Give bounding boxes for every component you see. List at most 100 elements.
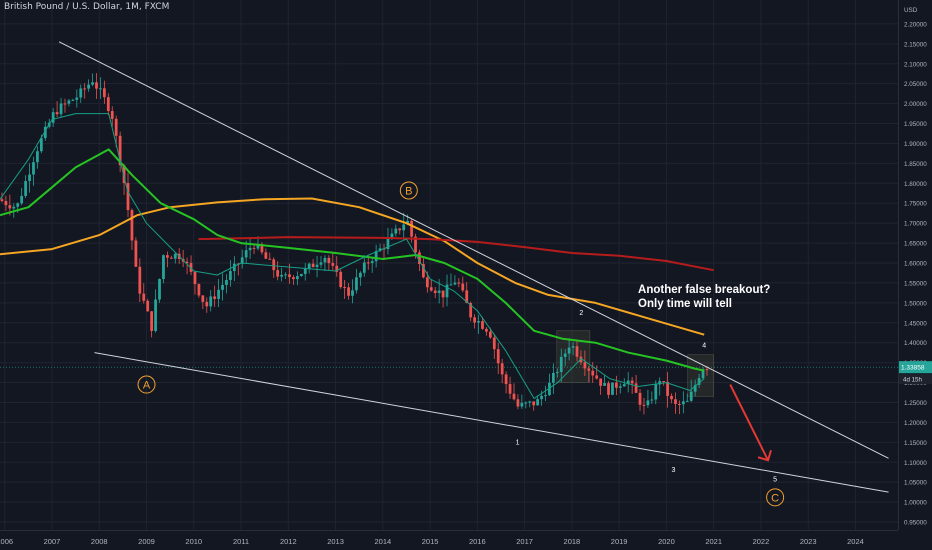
price-axis[interactable]: 2.20000 2.15000 2.10000 2.05000 2.00000 1.950… [898,0,932,550]
candle-body [36,151,39,163]
candle-body [295,276,299,280]
candle-body [540,395,543,400]
price-tick-label: 1.65000 [904,241,927,248]
candle-body [51,112,55,123]
candle-body [71,99,75,101]
candle-body [150,311,154,331]
candle-body [142,293,146,301]
candle-body [75,97,79,100]
candle-body [658,381,662,385]
candle-body [55,112,59,115]
lower-trendline [94,352,889,493]
candle-body [642,404,646,406]
candle-body [351,290,354,296]
candle-body [390,233,394,239]
candle-body [260,244,264,253]
candle-body [414,236,417,253]
candle-body [24,181,27,196]
candle-body [457,282,461,284]
countdown-tag [899,374,932,385]
candle-body [532,401,536,406]
candle-body [95,82,98,89]
candle-body [339,271,343,288]
candle-body [39,138,43,152]
candle-body [280,274,283,277]
candle-body [473,317,476,323]
candle-body [106,97,110,112]
time-tick-label: 2018 [564,537,581,546]
candle-body [335,265,339,272]
candle-body [138,266,142,294]
candle-body [59,103,63,115]
candle-body [504,374,508,385]
price-tick-label: 1.10000 [904,460,927,467]
candle-body [429,287,433,291]
candle-body [114,118,118,136]
projection-arrow [729,384,772,462]
candle-body [232,263,236,272]
price-axis-panel [898,0,932,550]
chart-title: British Pound / U.S. Dollar, 1M, FXCM [4,2,170,12]
time-tick-label: 2006 [0,537,13,546]
candle-body [264,252,268,259]
price-tick-label: 2.15000 [904,41,927,48]
grid [0,0,898,530]
candle-body [410,220,413,237]
highlight-box [687,354,714,397]
price-tick-label: 1.85000 [904,161,927,168]
time-tick-label: 2021 [705,537,722,546]
time-tick-label: 2010 [185,537,202,546]
candle-body [626,380,630,385]
candle-body [146,300,150,312]
candle-body [8,205,12,209]
candle-body [288,274,291,278]
candle-body [634,383,638,393]
candle-body [315,264,319,268]
candle-body [689,391,693,401]
moving-averages [0,113,714,399]
wave-2-label: 2 [579,310,583,317]
candle-body [477,321,480,323]
currency-label: USD [904,7,918,14]
candle-body [185,261,189,264]
candle-body [197,284,201,296]
candle-body [595,375,599,379]
candle-body [398,228,402,231]
candle-body [205,301,209,307]
candle-body [516,399,520,407]
candle-body [268,258,272,260]
candle-body [193,271,197,285]
candle-body [4,201,8,206]
candle-body [481,321,484,329]
time-tick-label: 2014 [374,537,391,546]
candle-body [528,401,532,403]
last-price-tag [899,361,932,374]
candle-body [303,268,307,274]
time-axis[interactable]: 2006 2007 2008 2009 2010 2011 2012 2013 2014 2015… [0,530,898,547]
wave-3-label: 3 [672,467,676,474]
time-tick-label: 2009 [138,537,155,546]
time-tick-label: 2024 [847,537,864,546]
last-price-label: 1.33858 [901,365,925,372]
candle-body [678,403,681,405]
candle-body [244,250,248,258]
price-tick-label: 1.60000 [904,261,927,268]
time-tick-label: 2011 [233,537,249,546]
wave-b-label: B [405,185,412,197]
candle-body [615,382,618,388]
time-tick-label: 2015 [422,537,439,546]
time-tick-label: 2020 [658,537,675,546]
moving-average-line [0,113,705,399]
candle-body [425,277,429,288]
candle-body [134,240,138,267]
candle-body [551,372,555,383]
candle-body [20,195,24,204]
time-tick-label: 2013 [327,537,344,546]
candle-body [465,290,469,304]
candle-body [500,363,504,375]
candle-body [158,279,161,300]
candle-body [154,299,157,331]
candle-body [276,270,280,277]
note-line-2: Only time will tell [638,298,732,310]
